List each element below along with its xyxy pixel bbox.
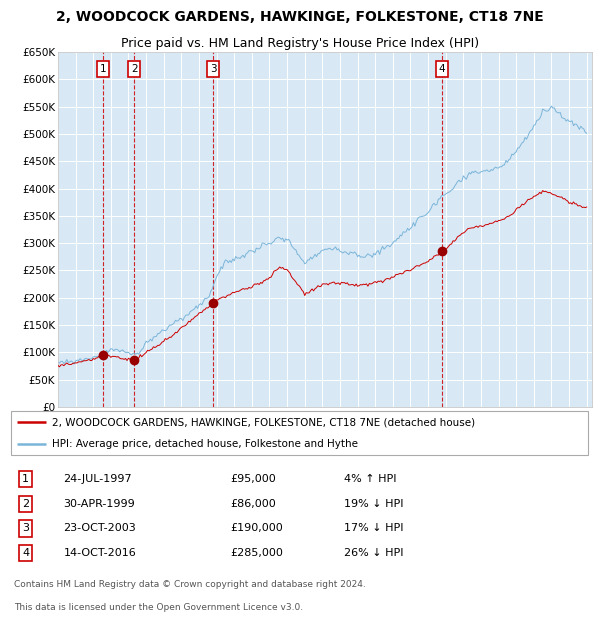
Text: Price paid vs. HM Land Registry's House Price Index (HPI): Price paid vs. HM Land Registry's House … xyxy=(121,37,479,50)
Text: 14-OCT-2016: 14-OCT-2016 xyxy=(64,548,136,558)
Text: £285,000: £285,000 xyxy=(230,548,283,558)
Text: £86,000: £86,000 xyxy=(230,499,275,509)
FancyBboxPatch shape xyxy=(11,411,589,455)
Text: 26% ↓ HPI: 26% ↓ HPI xyxy=(344,548,403,558)
Text: 30-APR-1999: 30-APR-1999 xyxy=(64,499,135,509)
Text: 3: 3 xyxy=(22,523,29,533)
Text: 23-OCT-2003: 23-OCT-2003 xyxy=(64,523,136,533)
Text: 3: 3 xyxy=(210,64,217,74)
Text: 4: 4 xyxy=(439,64,445,74)
Text: £190,000: £190,000 xyxy=(230,523,283,533)
Text: 2, WOODCOCK GARDENS, HAWKINGE, FOLKESTONE, CT18 7NE (detached house): 2, WOODCOCK GARDENS, HAWKINGE, FOLKESTON… xyxy=(52,417,475,427)
Text: 17% ↓ HPI: 17% ↓ HPI xyxy=(344,523,403,533)
Text: 2: 2 xyxy=(131,64,137,74)
Text: HPI: Average price, detached house, Folkestone and Hythe: HPI: Average price, detached house, Folk… xyxy=(52,438,358,448)
Text: 24-JUL-1997: 24-JUL-1997 xyxy=(64,474,132,484)
Text: 2: 2 xyxy=(22,499,29,509)
Text: 19% ↓ HPI: 19% ↓ HPI xyxy=(344,499,403,509)
Text: £95,000: £95,000 xyxy=(230,474,275,484)
Text: 2, WOODCOCK GARDENS, HAWKINGE, FOLKESTONE, CT18 7NE: 2, WOODCOCK GARDENS, HAWKINGE, FOLKESTON… xyxy=(56,11,544,24)
Text: 1: 1 xyxy=(100,64,106,74)
Text: 1: 1 xyxy=(22,474,29,484)
Text: This data is licensed under the Open Government Licence v3.0.: This data is licensed under the Open Gov… xyxy=(14,603,303,612)
Text: Contains HM Land Registry data © Crown copyright and database right 2024.: Contains HM Land Registry data © Crown c… xyxy=(14,580,365,589)
Text: 4% ↑ HPI: 4% ↑ HPI xyxy=(344,474,396,484)
Text: 4: 4 xyxy=(22,548,29,558)
